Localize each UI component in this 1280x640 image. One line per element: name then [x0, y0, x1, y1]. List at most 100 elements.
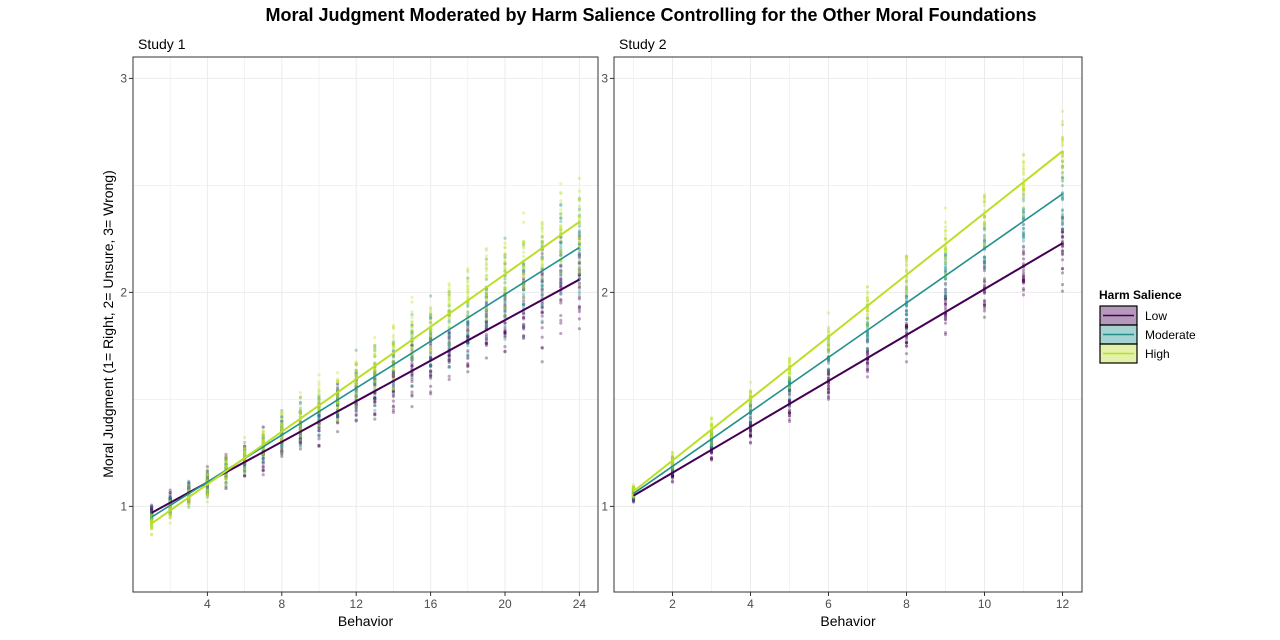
data-point [224, 466, 228, 470]
data-point [336, 415, 340, 419]
data-point [298, 433, 302, 437]
data-point [317, 437, 321, 441]
data-point [429, 332, 433, 336]
data-point [391, 341, 395, 345]
data-point [187, 481, 191, 486]
data-point [865, 317, 870, 321]
data-point [865, 337, 870, 342]
data-point [826, 346, 831, 350]
data-point [1060, 135, 1065, 139]
data-point [787, 379, 792, 383]
data-point [187, 483, 191, 488]
data-point [317, 415, 321, 420]
data-point [410, 380, 414, 384]
data-point [1021, 153, 1026, 157]
data-point [904, 279, 909, 284]
data-point [150, 527, 154, 531]
data-point [150, 519, 154, 523]
data-point [559, 313, 563, 318]
data-point [748, 441, 753, 445]
data-point [1060, 197, 1065, 201]
data-point [243, 447, 247, 451]
data-point [373, 396, 377, 400]
data-point [943, 246, 948, 250]
data-point [168, 513, 172, 517]
data-point [243, 452, 247, 456]
data-point [577, 215, 582, 219]
data-point [150, 533, 154, 537]
data-point [466, 276, 470, 280]
data-point [373, 367, 377, 371]
data-point [484, 262, 488, 267]
data-point [410, 325, 414, 329]
data-point [466, 334, 470, 339]
data-point [410, 377, 414, 381]
data-point [522, 288, 526, 292]
data-point [540, 284, 544, 288]
data-point [577, 237, 582, 241]
data-point [865, 312, 870, 316]
data-point [187, 502, 191, 506]
data-point [391, 385, 395, 390]
data-point [354, 361, 358, 365]
data-point [150, 504, 154, 509]
data-point [577, 265, 582, 269]
data-point [577, 307, 582, 311]
data-point [904, 255, 909, 259]
data-point [224, 462, 228, 467]
data-point [787, 398, 792, 402]
data-point [354, 381, 358, 385]
data-point [391, 370, 395, 374]
data-point [373, 383, 377, 387]
data-point [150, 532, 154, 536]
data-point [205, 495, 209, 499]
data-point [503, 307, 507, 311]
data-point [466, 328, 470, 333]
data-point [982, 298, 987, 303]
data-point [943, 307, 948, 312]
data-point [410, 353, 414, 358]
data-point [243, 451, 247, 456]
data-point [410, 346, 414, 350]
data-point [261, 468, 265, 473]
data-point [904, 352, 909, 356]
data-point [484, 307, 488, 312]
data-point [1021, 170, 1026, 175]
data-point [1021, 293, 1026, 297]
data-point [577, 242, 582, 246]
data-point [503, 308, 507, 312]
data-point [354, 374, 358, 378]
data-point [748, 390, 753, 394]
data-point [205, 488, 209, 493]
data-point [670, 451, 675, 455]
data-point [484, 307, 488, 311]
data-point [709, 433, 714, 438]
data-point [354, 373, 358, 377]
data-point [205, 469, 209, 473]
data-point [391, 373, 395, 377]
data-point [503, 262, 507, 266]
data-point [826, 342, 831, 346]
data-point [503, 286, 507, 290]
data-point [484, 313, 488, 317]
data-point [150, 526, 154, 530]
data-point [709, 443, 714, 447]
data-point [168, 497, 172, 501]
data-point [484, 269, 488, 273]
data-point [205, 466, 209, 470]
data-point [298, 440, 302, 444]
data-point [503, 314, 507, 318]
data-point [559, 228, 563, 232]
data-point [631, 485, 636, 489]
data-point [865, 351, 870, 355]
data-point [943, 291, 948, 295]
data-point [168, 511, 172, 515]
data-point [243, 466, 247, 470]
data-point [354, 409, 358, 413]
data-point [865, 334, 870, 338]
data-point [943, 298, 948, 303]
data-point [1060, 258, 1065, 262]
data-point [503, 289, 507, 294]
data-point [522, 269, 526, 273]
